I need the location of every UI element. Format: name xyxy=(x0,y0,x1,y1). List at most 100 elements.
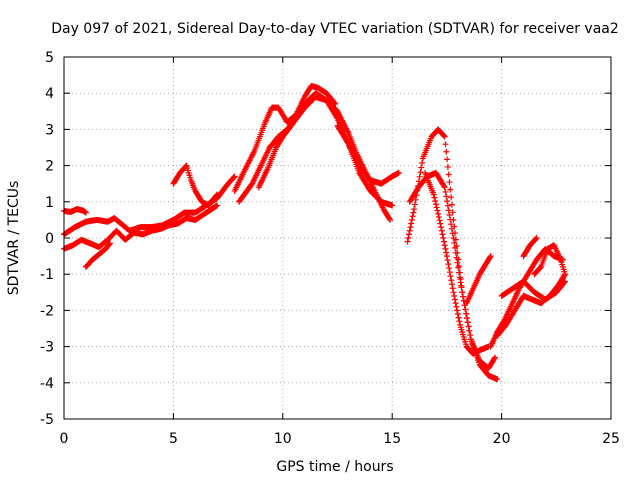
data-point xyxy=(441,133,448,140)
data-point xyxy=(442,188,449,195)
data-point xyxy=(447,216,454,223)
x-tick-label: 20 xyxy=(493,431,511,447)
data-point xyxy=(440,235,447,241)
data-point xyxy=(448,201,455,208)
data-point xyxy=(405,231,412,238)
data-point xyxy=(466,327,473,334)
data-point xyxy=(417,169,424,176)
data-point xyxy=(462,306,469,313)
axis-ticks xyxy=(63,56,612,420)
data-point xyxy=(561,279,568,286)
data-point xyxy=(445,171,452,178)
x-tick-label: 5 xyxy=(169,431,178,447)
data-point xyxy=(455,264,462,271)
y-tick-label: -2 xyxy=(40,303,54,319)
data-point xyxy=(406,227,413,234)
data-point xyxy=(443,193,450,200)
data-point xyxy=(532,235,539,242)
data-point xyxy=(448,221,455,228)
data-point xyxy=(452,249,459,256)
series-11 xyxy=(422,169,492,357)
data-point xyxy=(562,278,569,285)
data-point xyxy=(448,225,455,232)
data-point xyxy=(387,216,394,223)
data-point xyxy=(442,245,449,252)
data-point xyxy=(443,249,450,256)
data-point xyxy=(106,240,113,247)
data-point xyxy=(446,211,453,218)
y-axis-title: SDTVAR / TECUs xyxy=(6,181,22,296)
data-point xyxy=(446,179,453,186)
data-point xyxy=(492,354,499,361)
data-point xyxy=(437,220,444,227)
data-point xyxy=(407,224,414,231)
y-tick-label: 0 xyxy=(45,231,54,247)
x-tick-label: 10 xyxy=(274,431,292,447)
data-point xyxy=(464,319,471,326)
series-2 xyxy=(61,202,221,252)
data-point xyxy=(450,235,457,241)
data-point xyxy=(438,227,445,234)
data-point xyxy=(446,269,453,276)
data-point xyxy=(213,192,220,199)
data-point xyxy=(533,235,540,241)
data-point xyxy=(467,332,474,339)
data-point xyxy=(214,191,221,198)
y-tick-label: -5 xyxy=(40,412,54,428)
data-point xyxy=(443,148,450,155)
data-point xyxy=(441,184,448,191)
data-point xyxy=(451,239,458,246)
data-point xyxy=(439,231,446,238)
data-point xyxy=(494,376,501,383)
series-3 xyxy=(82,240,113,270)
data-point xyxy=(430,191,437,198)
chart-title: Day 097 of 2021, Sidereal Day-to-day VTE… xyxy=(51,21,619,37)
series-10 xyxy=(406,169,499,372)
y-tick-label: 4 xyxy=(45,86,54,102)
data-point xyxy=(408,216,415,223)
data-point xyxy=(458,284,465,291)
y-tick-label: 5 xyxy=(45,50,54,66)
data-point xyxy=(487,253,494,260)
data-point xyxy=(106,241,113,248)
data-point xyxy=(449,230,456,237)
series-7 xyxy=(255,93,394,223)
data-point xyxy=(457,279,464,286)
series-12 xyxy=(463,253,494,307)
data-point xyxy=(411,201,418,208)
data-point xyxy=(449,281,456,288)
y-tick-labels: 5 4 3 2 1 0 -1 -2 -3 -4 -5 xyxy=(40,50,54,428)
data-point xyxy=(452,300,459,307)
data-point xyxy=(454,259,461,266)
data-point xyxy=(432,197,439,204)
data-point xyxy=(446,265,453,272)
data-point xyxy=(230,174,237,181)
data-point xyxy=(450,289,457,296)
data-point xyxy=(452,244,459,251)
data-point xyxy=(405,235,412,241)
data-point xyxy=(449,209,456,216)
data-point xyxy=(444,163,451,170)
data-point xyxy=(416,173,423,180)
data-point xyxy=(448,277,455,284)
data-point xyxy=(454,311,461,318)
y-tick-label: 1 xyxy=(45,195,54,211)
data-point xyxy=(447,186,454,193)
data-point xyxy=(404,238,411,245)
data-point xyxy=(443,253,450,260)
x-tick-label: 15 xyxy=(383,431,401,447)
data-point xyxy=(438,224,445,231)
data-point xyxy=(454,307,461,314)
data-point xyxy=(386,215,393,222)
data-point xyxy=(82,209,89,216)
data-point xyxy=(435,210,442,217)
x-tick-label: 25 xyxy=(602,431,620,447)
data-point xyxy=(453,303,460,310)
data-point xyxy=(463,314,470,321)
data-point xyxy=(231,173,238,180)
y-tick-label: -4 xyxy=(40,376,54,392)
data-point xyxy=(441,242,448,249)
series-9 xyxy=(404,126,501,383)
data-point xyxy=(389,202,396,209)
